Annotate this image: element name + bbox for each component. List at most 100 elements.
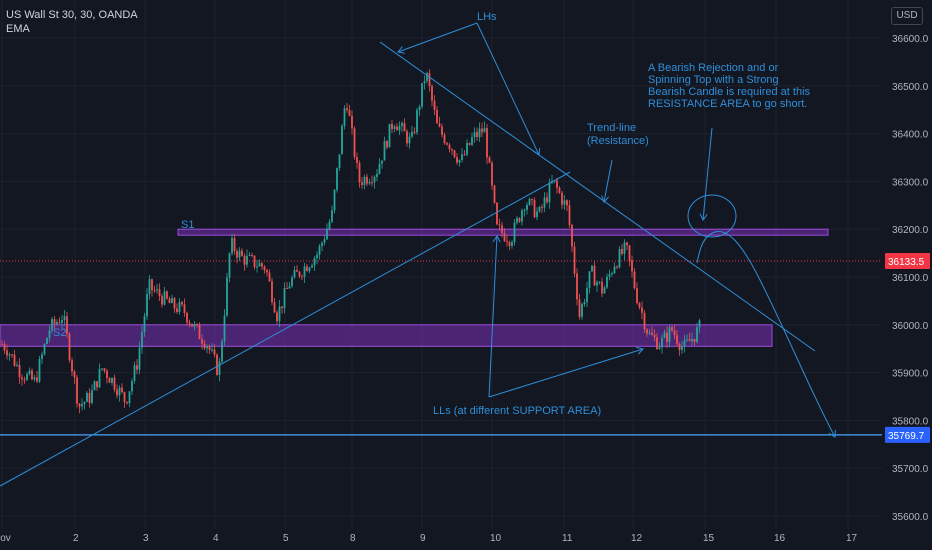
candle-body [81,404,83,407]
candle-body [526,204,528,210]
candle-body [156,289,158,291]
candle-body [541,206,543,208]
candlesticks [1,69,701,414]
candle-body [216,354,218,375]
candle-body [591,265,593,272]
candle-body [523,209,526,211]
candle-body [133,365,136,381]
candle-body [273,302,276,313]
rejection-note-arrow [702,127,713,221]
candle-body [278,306,281,322]
candle-body [296,269,298,272]
candle-body [488,157,491,163]
candle-body [241,250,243,256]
price-tag-box [885,252,930,269]
candle-body [21,377,23,380]
candle-body [486,128,488,158]
candle-body [108,378,111,383]
candle-body [358,162,361,183]
candle-body [638,303,641,308]
candle-body [536,211,538,218]
price-tick-label: 36000.0 [892,321,929,332]
candle-body [293,269,296,278]
candle-body [66,316,68,335]
trendline-label-arrow [603,159,613,203]
time-tick-label: 11 [562,533,573,544]
candle-body [166,291,168,299]
candle-body [208,346,211,350]
candle-body [51,319,53,331]
candle-body [613,266,616,274]
time-tick-label: 17 [846,533,858,544]
candle-body [691,338,693,342]
candle-body [98,369,101,388]
candle-body [398,126,401,131]
candle-body [633,271,636,289]
time-tick-label: 9 [420,533,426,544]
candle-body [483,128,486,133]
candle-body [161,296,163,305]
lhs-arrow-left [397,22,478,53]
candle-body [23,379,26,381]
candle-body [491,162,493,186]
candle-body [518,218,521,222]
candle-body [631,260,633,272]
trend-drawings [0,22,882,487]
candle-body [651,332,653,335]
candle-body [146,293,148,317]
candle-body [493,185,496,203]
candle-body [178,302,181,313]
candle-body [446,143,448,145]
candle-body [201,338,203,344]
candle-body [328,221,331,230]
candle-body [231,237,233,254]
candle-body [546,197,548,203]
candle-body [3,344,6,351]
candle-body [13,354,16,366]
candle-body [171,298,173,304]
lhs-arrow-left-head [397,46,405,54]
candle-body [656,337,658,349]
candle-body [671,327,673,331]
candle-body [581,304,583,317]
candle-body [96,381,98,388]
candle-body [46,337,48,344]
lls-label: LLs (at different SUPPORT AREA) [433,405,601,417]
candle-body [301,276,303,278]
candle-body [246,255,248,265]
candle-body [211,349,213,351]
rejection-note-line: A Bearish Rejection and or [648,62,779,74]
candle-body [336,168,338,190]
candle-body [466,142,468,155]
candle-body [286,288,288,290]
candle-body [341,125,343,155]
price-axis[interactable]: 35600.0 35700.0 35800.0 35900.0 36000.0 36100… [882,0,932,550]
candle-body [521,210,523,222]
candle-body [666,332,668,342]
price-tick-label: 35700.0 [892,464,929,475]
candle-body [636,288,638,304]
candle-body [253,255,256,268]
candle-body [276,312,278,322]
candle-body [188,322,191,324]
candle-body [373,176,376,183]
candle-body [386,141,388,148]
candle-body [221,341,223,362]
zone-s2 [0,324,773,347]
candle-body [463,154,466,156]
candle-body [31,370,33,380]
candle-body [48,330,51,338]
candle-body [496,202,498,225]
candle-body [606,276,608,288]
candle-body [141,332,143,348]
candle-body [538,206,541,212]
candle-body [76,377,78,404]
price-tag-box [885,426,930,443]
candle-body [136,365,138,370]
time-axis[interactable]: Nov 2 3 4 5 8 9 10 11 12 15 16 17 [0,529,882,550]
candle-body [618,249,621,268]
candle-body [333,189,336,211]
currency-badge[interactable]: USD [891,7,923,25]
candle-body [381,160,383,164]
